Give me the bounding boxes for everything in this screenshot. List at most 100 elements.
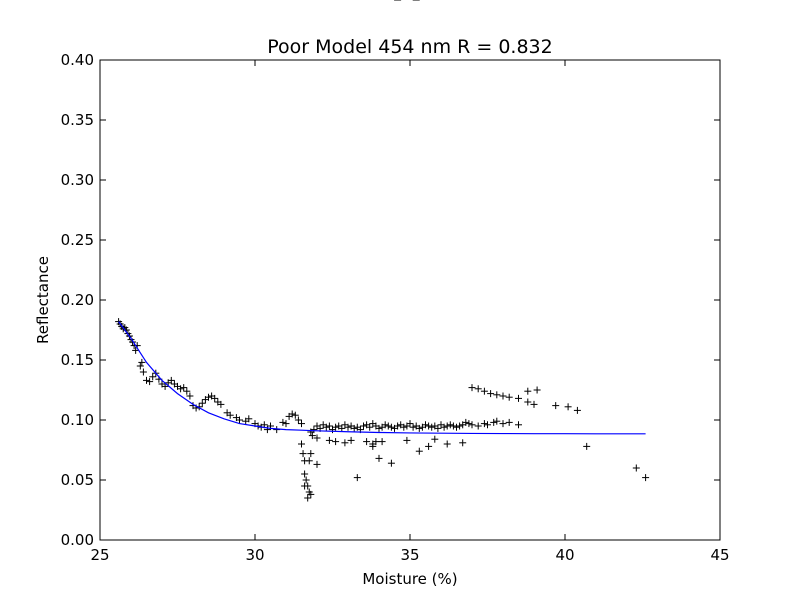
scatter-point — [403, 436, 411, 444]
plot-area — [115, 0, 650, 502]
scatter-point — [632, 464, 640, 472]
y-tick-label: 0.00 — [61, 531, 94, 549]
scatter-point — [211, 394, 219, 402]
scatter-point — [387, 423, 395, 431]
scatter-point — [530, 400, 538, 408]
scatter-point — [387, 459, 395, 467]
scatter-point — [552, 402, 560, 410]
scatter-point — [468, 421, 476, 429]
scatter-point — [301, 482, 309, 490]
scatter-point — [583, 442, 591, 450]
scatter-point — [146, 378, 154, 386]
scatter-point — [459, 439, 467, 447]
model-fit-line — [118, 321, 646, 435]
scatter-point — [505, 393, 513, 401]
x-tick-label: 40 — [555, 546, 574, 564]
y-tick-label: 0.15 — [61, 351, 94, 369]
scatter-point — [307, 450, 315, 458]
scatter-point — [282, 420, 290, 428]
scatter-point — [304, 494, 312, 502]
scatter-point — [139, 368, 147, 376]
scatter-point — [524, 387, 532, 395]
scatter-point — [308, 432, 316, 440]
scatter-point — [161, 382, 169, 390]
scatter-point — [325, 436, 333, 444]
scatter-point — [425, 422, 433, 430]
scatter-point — [400, 423, 408, 431]
scatter-point — [480, 387, 488, 395]
scatter-point — [490, 418, 498, 426]
scatter-point — [515, 394, 522, 402]
scatter-point — [313, 434, 321, 442]
scatter-point — [453, 423, 460, 431]
scatter-point — [198, 399, 206, 407]
scatter-point — [480, 420, 488, 428]
scatter-point — [524, 398, 532, 406]
scatter-point — [474, 422, 482, 430]
scatter-point — [372, 438, 380, 446]
scatter-point — [533, 386, 541, 394]
scatter-point — [366, 423, 374, 431]
x-tick-label: 45 — [710, 546, 729, 564]
scatter-point — [409, 423, 417, 431]
scatter-point — [468, 384, 476, 392]
plot-frame — [99, 59, 721, 541]
scatter-point — [446, 421, 454, 429]
scatter-point — [428, 423, 436, 431]
scatter-point — [425, 442, 433, 450]
scatter-point — [434, 424, 442, 432]
scatter-point — [353, 474, 361, 482]
scatter-point — [325, 422, 333, 430]
scatter-point — [474, 385, 482, 393]
y-tick-label: 0.05 — [61, 471, 94, 489]
scatter-point — [384, 422, 392, 430]
y-tick-label: 0.25 — [61, 231, 94, 249]
scatter-point — [205, 393, 212, 401]
scatter-point — [263, 426, 271, 434]
scatter-point — [332, 438, 340, 446]
scatter-point — [443, 422, 451, 430]
scatter-point — [299, 450, 307, 458]
scatter-point — [642, 474, 650, 482]
scatter-point — [573, 406, 581, 414]
scatter-point — [186, 392, 194, 400]
scatter-point — [307, 490, 315, 498]
y-tick-label: 0.20 — [61, 291, 94, 309]
scatter-point — [381, 421, 389, 429]
scatter-point — [375, 454, 383, 462]
y-tick-label: 0.30 — [61, 171, 94, 189]
scatter-point — [298, 420, 305, 428]
scatter-point — [136, 362, 144, 370]
scatter-point — [132, 346, 140, 354]
scatter-point — [487, 390, 495, 398]
scatter-point — [344, 423, 352, 431]
scatter-point — [341, 439, 349, 447]
scatter-point — [378, 438, 386, 446]
scatter-point — [493, 417, 501, 425]
y-axis-label: Reflectance — [34, 256, 52, 344]
scatter-point — [443, 440, 451, 448]
scatter-point — [499, 420, 507, 428]
scatter-point — [226, 411, 234, 419]
scatter-point — [415, 447, 423, 455]
x-tick-label: 25 — [90, 546, 109, 564]
scatter-point — [302, 476, 310, 484]
scatter-point — [129, 338, 137, 346]
scatter-point — [217, 400, 225, 408]
scatter-point — [294, 416, 302, 424]
scatter-point — [394, 422, 402, 430]
scatter-point — [298, 440, 305, 448]
scatter-point — [313, 460, 321, 468]
scatter-point — [279, 418, 287, 426]
scatter-point — [149, 373, 157, 381]
axis-ticks: 25 30 35 40 45 0.00 0.05 0.10 0.15 0.20 0.25 0.30 0.… — [61, 51, 730, 564]
scatter-point — [288, 410, 296, 418]
scatter-point — [236, 416, 243, 424]
scatter-point — [347, 436, 355, 444]
scatter-point — [138, 358, 146, 366]
scatter-point — [431, 435, 439, 443]
scatter-point — [415, 424, 423, 432]
scatter-point — [143, 376, 150, 384]
